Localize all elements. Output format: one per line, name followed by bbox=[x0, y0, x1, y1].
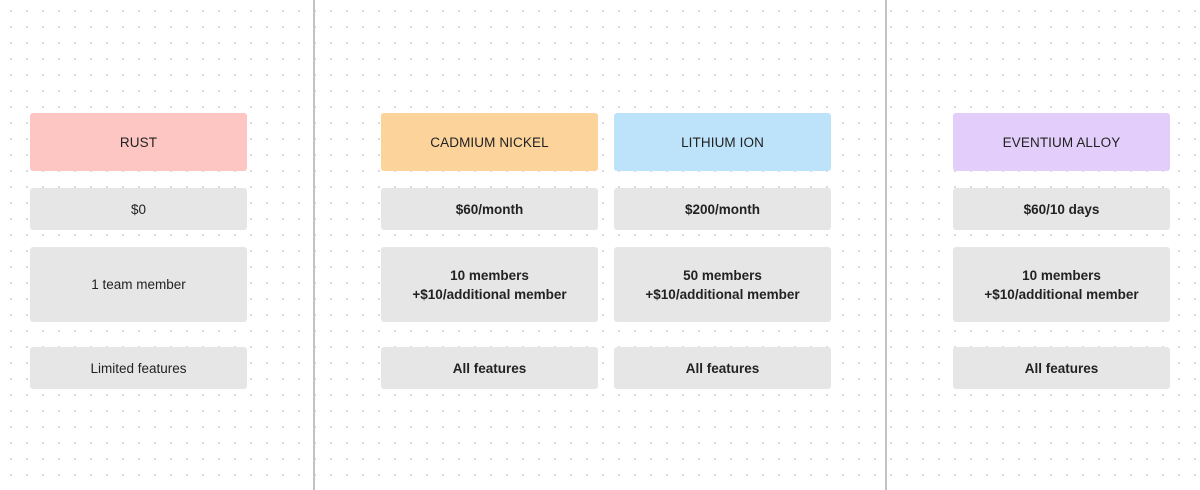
plan-price: $60/month bbox=[455, 201, 524, 217]
plan-features-card[interactable]: All features bbox=[614, 347, 831, 389]
plan-features: All features bbox=[1024, 360, 1099, 376]
plan-members-line1: 10 members bbox=[450, 267, 529, 283]
plan-features: All features bbox=[452, 360, 527, 376]
plan-header-eventium-alloy[interactable]: EVENTIUM ALLOY bbox=[953, 113, 1170, 171]
plan-price-card[interactable]: $200/month bbox=[614, 188, 831, 230]
plan-column-eventium-alloy: EVENTIUM ALLOY $60/10 days 10 members +$… bbox=[953, 113, 1170, 389]
plan-members-line1: 1 team member bbox=[91, 277, 186, 292]
plan-name: LITHIUM ION bbox=[681, 134, 764, 150]
plan-header-lithium-ion[interactable]: LITHIUM ION bbox=[614, 113, 831, 171]
section-divider-right bbox=[885, 0, 887, 490]
plan-members-card[interactable]: 1 team member bbox=[30, 247, 247, 322]
plan-price: $0 bbox=[130, 201, 147, 217]
plan-price-card[interactable]: $60/10 days bbox=[953, 188, 1170, 230]
plan-price: $200/month bbox=[684, 201, 761, 217]
plan-features: Limited features bbox=[90, 360, 187, 376]
plan-price-card[interactable]: $60/month bbox=[381, 188, 598, 230]
plan-header-cadmium-nickel[interactable]: CADMIUM NICKEL bbox=[381, 113, 598, 171]
plan-members-card[interactable]: 50 members +$10/additional member bbox=[614, 247, 831, 322]
plan-features-card[interactable]: Limited features bbox=[30, 347, 247, 389]
plan-members-line1: 50 members bbox=[683, 267, 762, 283]
plan-name: EVENTIUM ALLOY bbox=[1002, 134, 1121, 150]
plan-members-card[interactable]: 10 members +$10/additional member bbox=[953, 247, 1170, 322]
plan-members-line2: +$10/additional member bbox=[645, 286, 800, 302]
plan-column-cadmium-nickel: CADMIUM NICKEL $60/month 10 members +$10… bbox=[381, 113, 598, 389]
plan-members-line2: +$10/additional member bbox=[984, 286, 1139, 302]
plan-features-card[interactable]: All features bbox=[381, 347, 598, 389]
plan-features: All features bbox=[685, 360, 760, 376]
plan-price: $60/10 days bbox=[1023, 201, 1100, 217]
plan-name: CADMIUM NICKEL bbox=[430, 134, 549, 150]
plan-column-lithium-ion: LITHIUM ION $200/month 50 members +$10/a… bbox=[614, 113, 831, 389]
plan-features-card[interactable]: All features bbox=[953, 347, 1170, 389]
plan-name: RUST bbox=[119, 134, 158, 150]
plan-header-rust[interactable]: RUST bbox=[30, 113, 247, 171]
plan-price-card[interactable]: $0 bbox=[30, 188, 247, 230]
plan-members-card[interactable]: 10 members +$10/additional member bbox=[381, 247, 598, 322]
section-divider-left bbox=[313, 0, 315, 490]
plan-column-rust: RUST $0 1 team member Limited features bbox=[30, 113, 247, 389]
plan-members-line2: +$10/additional member bbox=[412, 286, 567, 302]
plan-members-line1: 10 members bbox=[1022, 267, 1101, 283]
